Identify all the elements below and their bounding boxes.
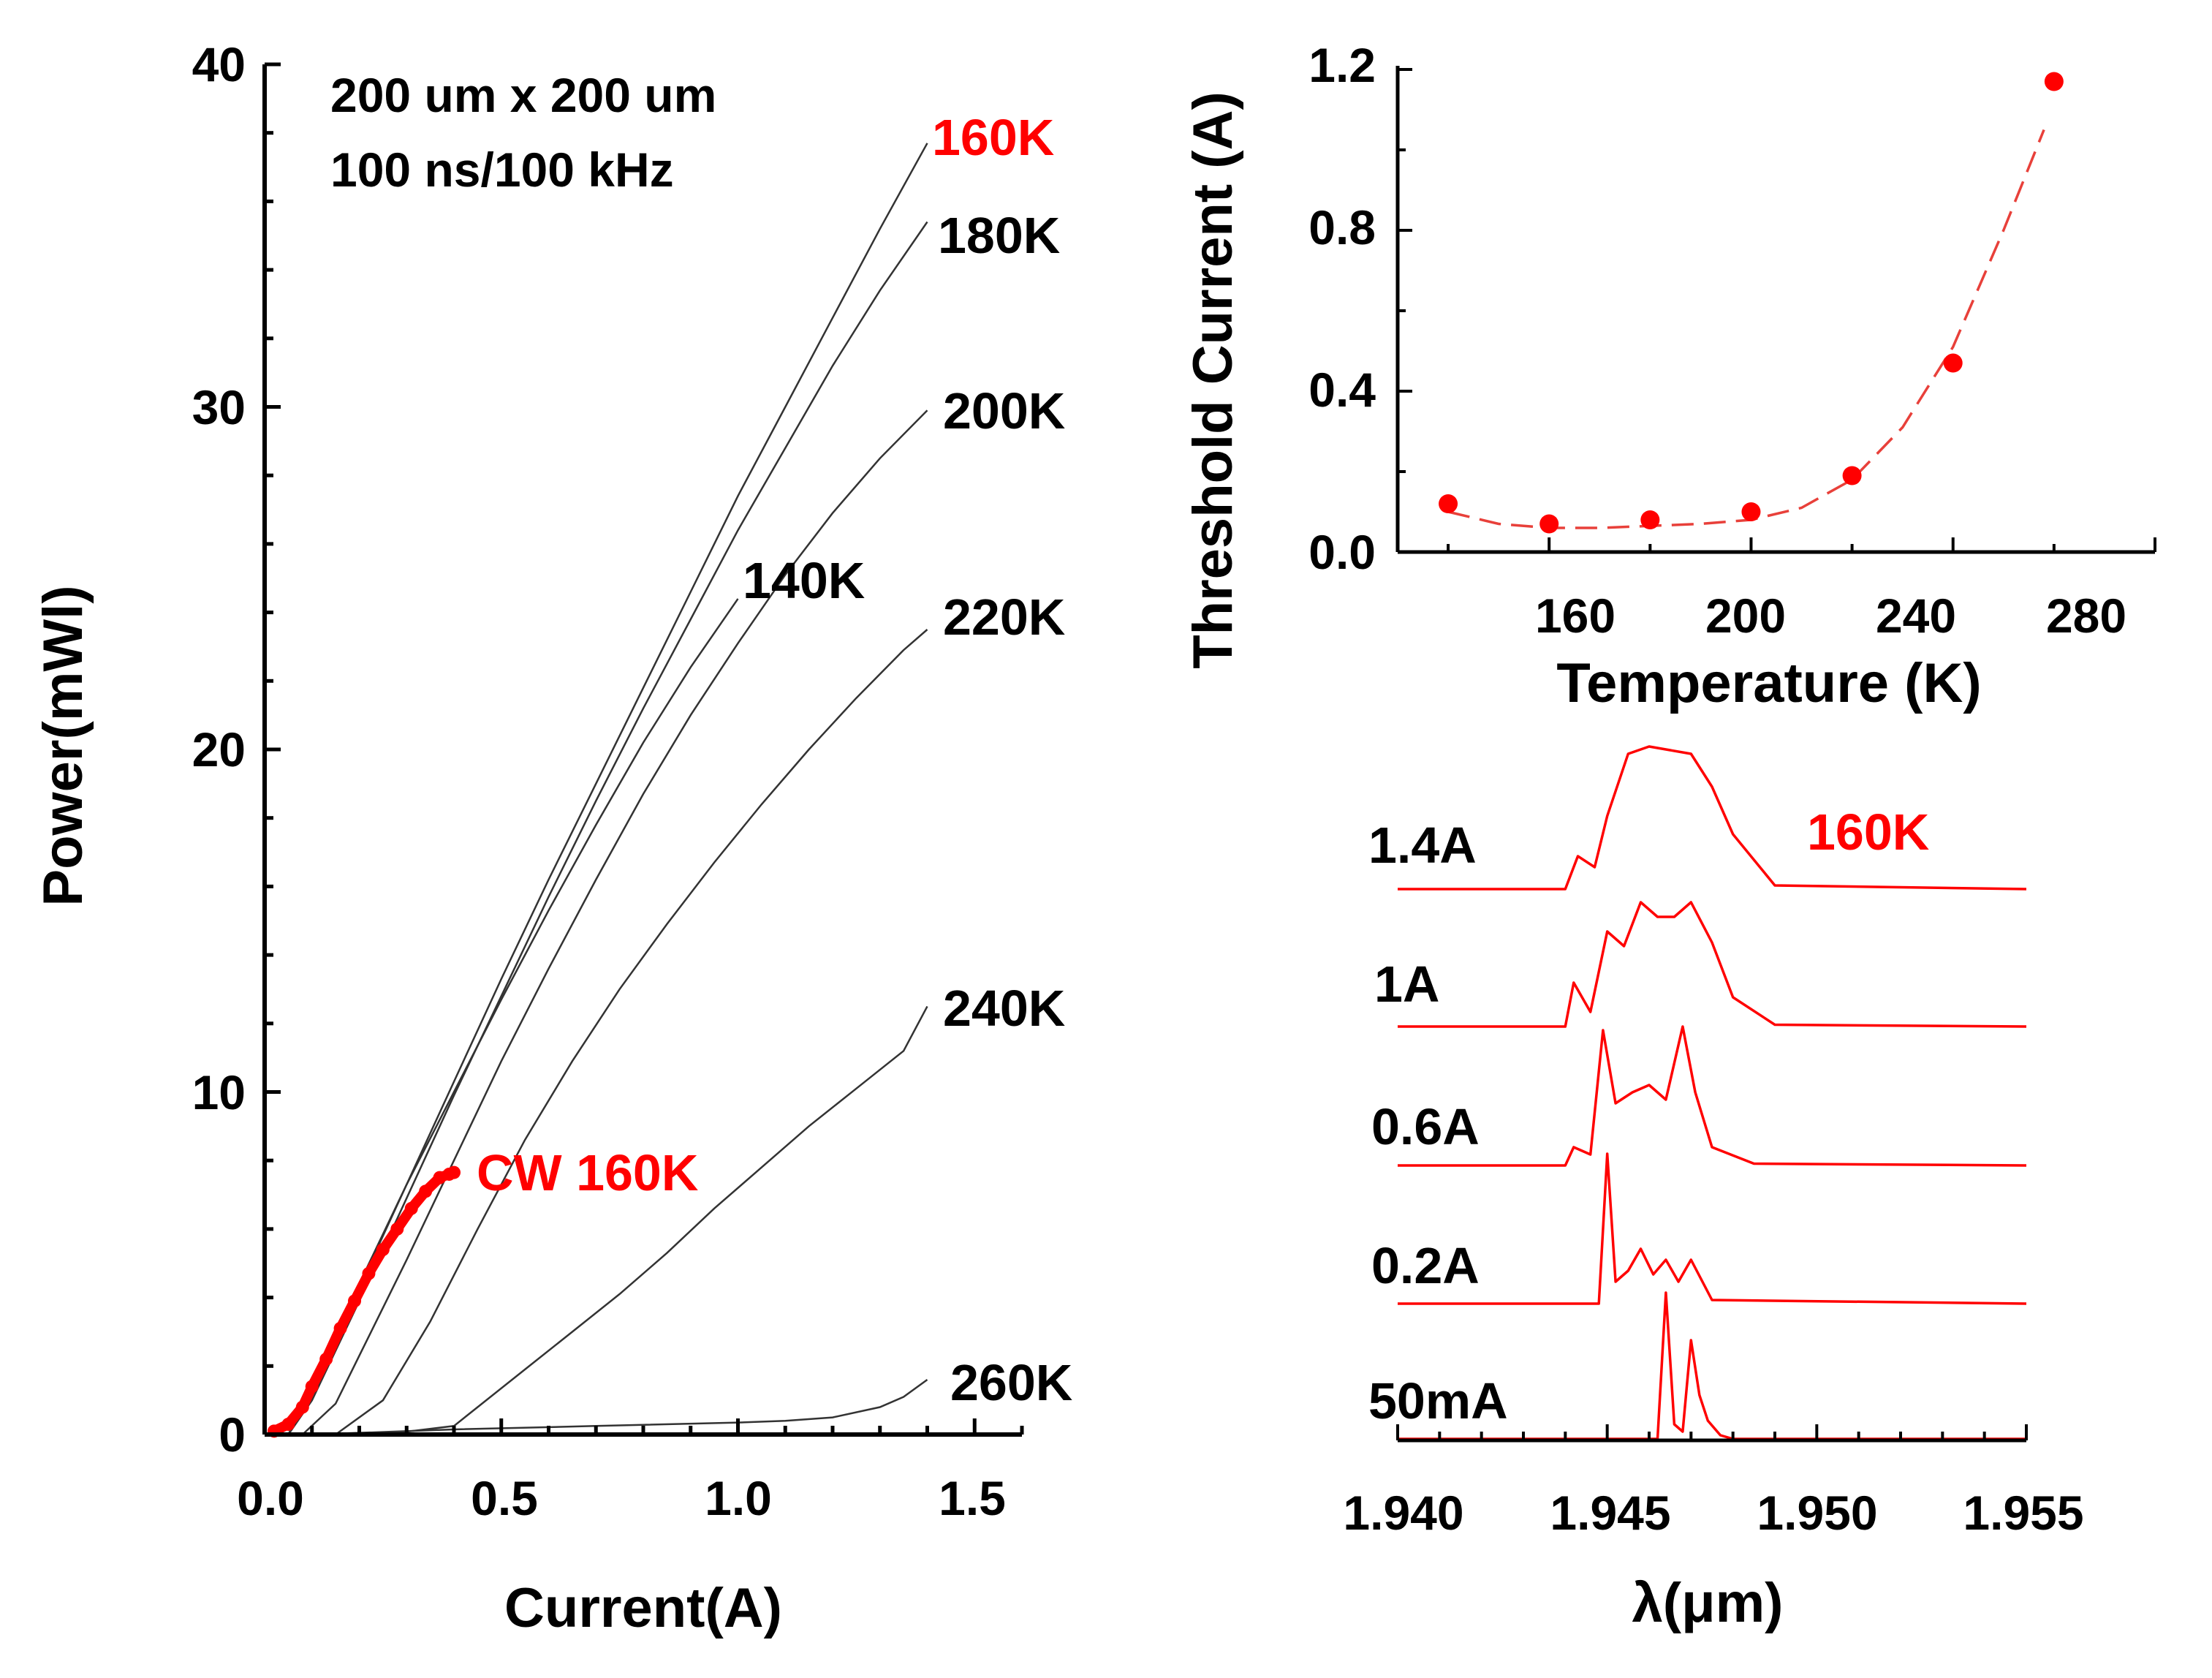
threshold-point <box>1539 514 1559 534</box>
li-series-240k <box>382 1005 928 1436</box>
th-x-axis-title: Temperature (K) <box>1556 652 1981 714</box>
spectrum-1a <box>1398 901 2027 1028</box>
li-y-tick-label: 20 <box>192 722 246 776</box>
sp-current-label-0p2a: 0.2A <box>1371 1237 1480 1294</box>
li-cw-point <box>319 1352 333 1366</box>
li-cw-series-group <box>267 1165 461 1438</box>
threshold-point <box>2044 72 2064 91</box>
th-x-tick-label: 280 <box>2046 589 2126 643</box>
li-series-label-180k: 180K <box>938 207 1060 264</box>
li-y-tick-label: 40 <box>192 37 246 91</box>
threshold-point <box>1842 466 1862 485</box>
li-y-tick-label: 10 <box>192 1065 246 1119</box>
th-y-tick-label: 1.2 <box>1308 38 1376 92</box>
li-ticks <box>262 62 1024 1437</box>
spectra-series-group <box>1398 745 2027 1440</box>
th-x-tick-label: 160 <box>1535 589 1616 643</box>
li-series-label-160k: 160K <box>932 109 1054 166</box>
li-y-axis-title: Power(mWl) <box>32 585 94 906</box>
li-annotation-pulse: 100 ns/100 kHz <box>330 143 674 197</box>
th-y-tick-label: 0.4 <box>1308 363 1376 417</box>
li-series-220k <box>335 629 928 1436</box>
threshold-fit-line <box>1447 129 2045 529</box>
li-cw-point <box>404 1201 418 1215</box>
sp-x-tick-label: 1.945 <box>1550 1486 1670 1540</box>
threshold-point <box>1943 353 1963 373</box>
sp-current-label-0p6a: 0.6A <box>1371 1098 1480 1155</box>
li-cw-label: CW 160K <box>477 1144 698 1201</box>
spectrum-0p2a <box>1398 1152 2027 1305</box>
li-cw-point <box>333 1321 347 1335</box>
spectra-ticks <box>1396 1424 2028 1440</box>
li-series-label-240k: 240K <box>943 980 1065 1037</box>
li-series-label-220k: 220K <box>943 589 1065 646</box>
th-x-tick-label: 240 <box>1876 589 1956 643</box>
li-y-tick-label: 30 <box>192 380 246 434</box>
sp-x-tick-label: 1.940 <box>1343 1486 1463 1540</box>
sp-x-axis-title: λ(μm) <box>1632 1572 1784 1634</box>
sp-x-tick-label: 1.950 <box>1757 1486 1877 1540</box>
sp-current-label-1p4a: 1.4A <box>1368 817 1477 874</box>
li-x-axis-title: Current(A) <box>504 1577 782 1639</box>
li-series-label-140k: 140K <box>743 552 865 609</box>
li-x-tick-label: 0.5 <box>471 1471 538 1525</box>
li-x-tick-label: 1.5 <box>939 1471 1006 1525</box>
li-series-200k <box>301 409 928 1435</box>
threshold-fit-group <box>1447 129 2045 529</box>
li-x-tick-label: 0.0 <box>237 1471 304 1525</box>
li-cw-point <box>348 1294 362 1308</box>
li-cw-point <box>305 1380 319 1394</box>
li-annotation-size: 200 um x 200 um <box>330 68 716 122</box>
li-cw-point <box>376 1243 390 1257</box>
li-y-tick-label: 0 <box>219 1407 246 1462</box>
li-cw-line <box>268 1167 459 1437</box>
threshold-point <box>1640 510 1660 529</box>
spectrum-50ma <box>1398 1291 2026 1440</box>
threshold-point <box>1741 502 1761 521</box>
li-x-tick-label: 1.0 <box>705 1471 772 1525</box>
sp-current-label-1a: 1A <box>1374 956 1439 1013</box>
li-series-260k <box>311 1378 928 1436</box>
sp-current-label-50ma: 50mA <box>1368 1372 1508 1429</box>
threshold-points-group <box>1439 72 2064 534</box>
li-cw-point <box>447 1165 461 1179</box>
threshold-ticks <box>1398 68 2156 553</box>
th-y-tick-label: 0.0 <box>1308 525 1376 579</box>
th-x-tick-label: 200 <box>1705 589 1786 643</box>
th-y-tick-label: 0.8 <box>1308 200 1376 254</box>
li-cw-point <box>390 1222 404 1236</box>
li-series-label-200k: 200K <box>943 382 1065 439</box>
spectrum-1p4a <box>1398 745 2027 891</box>
spectrum-0p6a <box>1398 1025 2027 1167</box>
threshold-chart: 0.0 0.4 0.8 1.2 160 200 240 280 Temperat… <box>1182 38 2156 714</box>
li-cw-point <box>362 1266 376 1280</box>
sp-x-tick-label: 1.955 <box>1963 1486 2083 1540</box>
li-cw-point <box>295 1400 309 1414</box>
li-cw-point <box>281 1417 295 1431</box>
threshold-point <box>1439 494 1458 513</box>
li-chart: 0 10 20 30 40 0.0 0.5 1.0 1.5 Current(A)… <box>32 37 1072 1639</box>
spectra-chart: 1.940 1.945 1.950 1.955 λ(μm) 160K 1.4A … <box>1343 745 2084 1634</box>
th-y-axis-title: Threshold Current (A) <box>1182 91 1244 669</box>
li-series-label-260k: 260K <box>950 1354 1072 1411</box>
sp-temp-label: 160K <box>1807 804 1929 861</box>
li-cw-point <box>419 1184 433 1198</box>
